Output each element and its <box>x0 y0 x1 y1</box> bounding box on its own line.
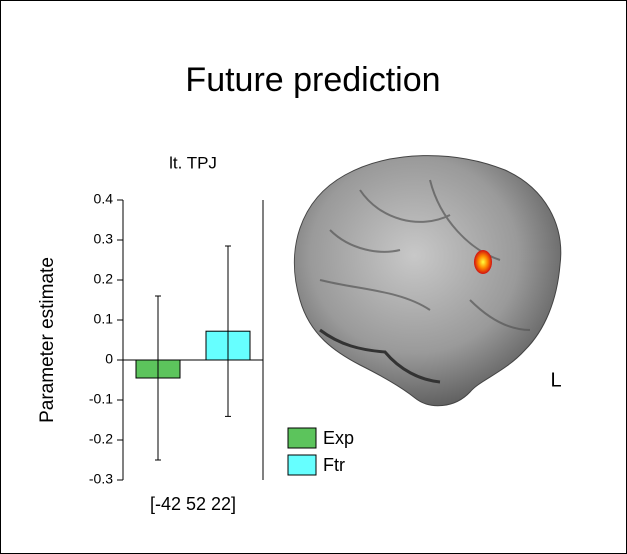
legend-label: Ftr <box>323 455 345 475</box>
legend-swatch <box>288 428 316 448</box>
chart-subtitle: lt. TPJ <box>169 153 217 172</box>
y-tick-label: 0.4 <box>94 191 114 207</box>
page: Future prediction lt. TPJ Parameter esti… <box>0 0 627 554</box>
legend-swatch <box>288 455 316 475</box>
y-tick-label: -0.3 <box>89 471 113 487</box>
y-tick-label: 0 <box>105 351 113 367</box>
annotation: L <box>550 369 561 391</box>
y-tick-label: 0.2 <box>94 271 114 287</box>
y-tick-label: 0.3 <box>94 231 114 247</box>
y-tick-label: -0.1 <box>89 391 113 407</box>
legend-label: Exp <box>323 428 354 448</box>
chart: Future prediction lt. TPJ Parameter esti… <box>0 0 627 554</box>
y-tick-label: -0.2 <box>89 431 113 447</box>
y-axis-label: Parameter estimate <box>37 257 58 423</box>
y-tick-label: 0.1 <box>94 311 114 327</box>
chart-title: Future prediction <box>185 61 440 99</box>
x-tick-label: [-42 52 22] <box>150 494 236 514</box>
